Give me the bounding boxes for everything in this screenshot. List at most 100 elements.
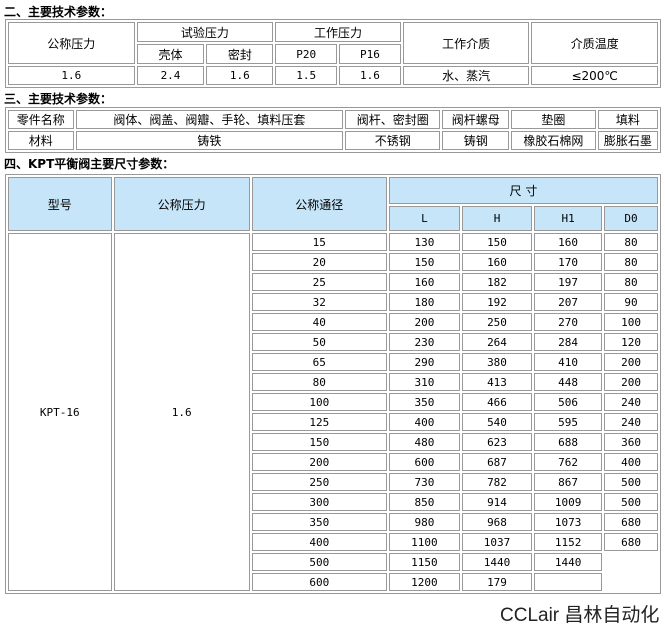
dim-cell: 160 [534, 233, 603, 251]
dim-cell: 1440 [534, 553, 603, 571]
model-header: 型号 [8, 177, 112, 231]
dim-cell: 400 [251, 533, 387, 551]
dim-cell: 150 [251, 433, 387, 451]
p16-header: P16 [339, 44, 401, 64]
part-label: 零件名称 [8, 110, 74, 129]
dim-cell: 914 [461, 493, 533, 511]
value-cell: 1.5 [275, 66, 338, 85]
dim-cell: 500 [251, 553, 387, 571]
material-cell: 铸铁 [75, 131, 344, 150]
dim-cell: 240 [604, 413, 658, 431]
dim-cell [534, 573, 603, 591]
table-row: 350 980 968 1073 680 [8, 513, 658, 531]
dim-cell: 1100 [388, 533, 460, 551]
dim-cell: 350 [388, 393, 460, 411]
dim-cell: 32 [251, 293, 387, 311]
dim-cell: 160 [461, 253, 533, 271]
dim-cell: 80 [251, 373, 387, 391]
dim-cell: 80 [604, 233, 658, 251]
dim-cell: 1037 [461, 533, 533, 551]
shell-header: 壳体 [136, 44, 205, 64]
dim-cell: 25 [251, 273, 387, 291]
materials-table: 零件名称 阀体、阀盖、阀瓣、手轮、填料压套 阀杆、密封圈 阀杆螺母 垫圈 填料 材料 铸铁不… [5, 107, 661, 153]
value-cell: 1.6 [206, 66, 274, 85]
table-row: 100 350 466 506 240 [8, 393, 658, 411]
dim-cell: 80 [604, 273, 658, 291]
dim-cell: 15 [251, 233, 387, 251]
h1-header: H1 [534, 206, 603, 231]
dim-cell: 1440 [461, 553, 533, 571]
dim-cell: 182 [461, 273, 533, 291]
part-name-cell: 阀杆螺母 [442, 110, 510, 129]
dim-cell: 687 [461, 453, 533, 471]
dim-cell: 250 [251, 473, 387, 491]
part-name-cell: 垫圈 [511, 110, 596, 129]
material-cell: 不锈钢 [345, 131, 441, 150]
dim-cell: 80 [604, 253, 658, 271]
dim-cell: 250 [461, 313, 533, 331]
model-cell: KPT-16 [8, 233, 112, 591]
table-row: 200 600 687 762 400 [8, 453, 658, 471]
dim-cell: 150 [388, 253, 460, 271]
dim-cell: 170 [534, 253, 603, 271]
table-row: 80 310 413 448 200 [8, 373, 658, 391]
dim-cell: 730 [388, 473, 460, 491]
dim-cell: 980 [388, 513, 460, 531]
nominal-pressure-header: 公称压力 [8, 22, 135, 64]
dim-cell: 480 [388, 433, 460, 451]
dim-cell: 595 [534, 413, 603, 431]
dim-cell: 20 [251, 253, 387, 271]
dim-cell: 350 [251, 513, 387, 531]
section1-heading: 二、主要技术参数： [4, 5, 113, 19]
section2-heading: 三、主要技术参数： [4, 92, 113, 106]
dim-cell: 680 [604, 513, 658, 531]
dim-cell: 1073 [534, 513, 603, 531]
section3-heading: 四、KPT平衡阀主要尺寸参数： [4, 157, 175, 171]
d0-header: D0 [604, 206, 658, 231]
table-row: KPT-16 1.6 15 130 150 160 80 [8, 233, 658, 591]
dim-cell: 600 [388, 453, 460, 471]
dim-cell: 623 [461, 433, 533, 451]
dim-cell: 179 [461, 573, 533, 591]
dim-cell: 100 [251, 393, 387, 411]
dim-cell: 688 [534, 433, 603, 451]
dim-cell: 400 [388, 413, 460, 431]
dim-cell: 160 [388, 273, 460, 291]
dim-cell: 207 [534, 293, 603, 311]
pressure-cell: 1.6 [113, 233, 250, 591]
dim-cell [604, 553, 658, 571]
size-header: 尺 寸 [388, 177, 658, 204]
dim-cell: 500 [604, 493, 658, 511]
table-row: 300 850 914 1009 500 [8, 493, 658, 511]
table-row: 65 290 380 410 200 [8, 353, 658, 371]
dim-cell: 400 [604, 453, 658, 471]
pressure-header: 公称压力 [113, 177, 250, 231]
dim-cell: 270 [534, 313, 603, 331]
value-cell: 2.4 [136, 66, 205, 85]
l-header: L [388, 206, 460, 231]
table-row: 600 1200 179 [8, 573, 658, 591]
dim-cell: 240 [604, 393, 658, 411]
table-row: 250 730 782 867 500 [8, 473, 658, 491]
watermark: CCLair 昌林自动化 [500, 600, 660, 627]
dim-cell: 968 [461, 513, 533, 531]
table-row: 50 230 264 284 120 [8, 333, 658, 351]
dimensions-table: 型号 公称压力 公称通径尺 寸 L H H1 D0 KPT-16 1.6 15 130 150 16… [5, 174, 661, 594]
dim-cell: 197 [534, 273, 603, 291]
part-name-cell: 填料 [597, 110, 658, 129]
dim-cell: 310 [388, 373, 460, 391]
dim-cell: 40 [251, 313, 387, 331]
dim-cell: 290 [388, 353, 460, 371]
dim-cell: 300 [251, 493, 387, 511]
dim-cell: 200 [251, 453, 387, 471]
dim-cell: 120 [604, 333, 658, 351]
dim-cell: 380 [461, 353, 533, 371]
value-cell: ≤200℃ [531, 66, 658, 85]
dim-cell: 200 [388, 313, 460, 331]
table-row: 125 400 540 595 240 [8, 413, 658, 431]
dim-cell: 540 [461, 413, 533, 431]
dim-cell: 600 [251, 573, 387, 591]
table-row: 500 1150 1440 1440 [8, 553, 658, 571]
temperature-header: 介质温度 [531, 22, 658, 64]
dim-cell: 500 [604, 473, 658, 491]
